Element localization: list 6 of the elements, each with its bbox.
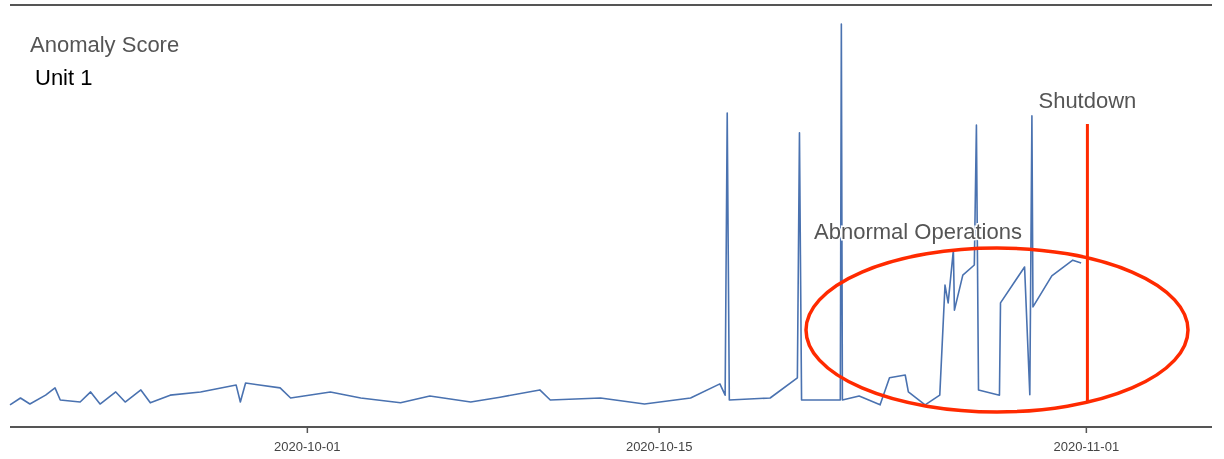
x-tick-label: 2020-10-01 [274,439,341,454]
ref-line-label: Shutdown [1038,88,1137,113]
x-tick-label: 2020-11-01 [1053,439,1120,454]
chart-title: Anomaly Score [30,32,180,57]
text: Unit 1 [35,65,93,90]
x-tick-label: 2020-10-15 [625,439,693,454]
